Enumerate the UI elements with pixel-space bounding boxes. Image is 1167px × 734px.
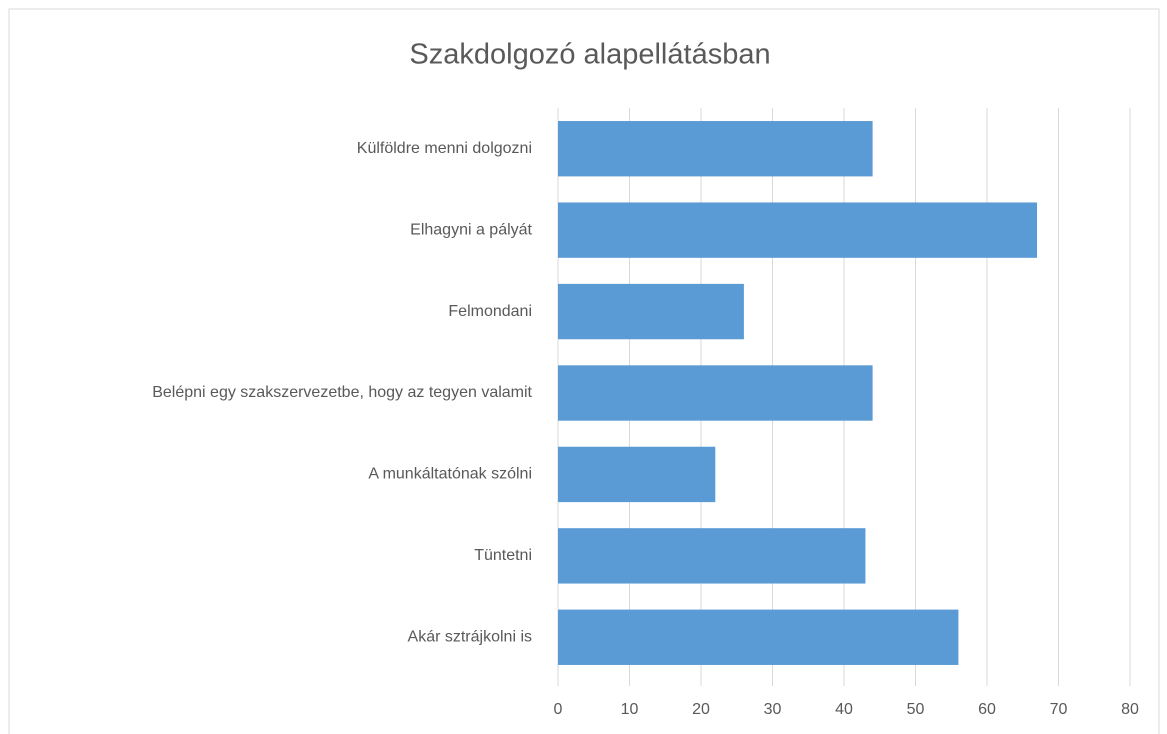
- y-tick-label: Elhagyni a pályát: [410, 221, 532, 238]
- y-tick-label: Akár sztrájkolni is: [408, 629, 532, 646]
- bar: [558, 202, 1038, 258]
- bar: [558, 365, 873, 421]
- y-tick-label: Külföldre menni dolgozni: [357, 140, 532, 157]
- bar: [558, 528, 866, 584]
- y-tick-label: Felmondani: [448, 303, 532, 320]
- bar: [558, 121, 873, 177]
- x-tick-label: 70: [1050, 701, 1068, 718]
- x-tick-label: 0: [554, 701, 563, 718]
- bar: [558, 283, 744, 340]
- x-tick-label: 60: [978, 701, 996, 718]
- y-tick-label: Belépni egy szakszervezetbe, hogy az teg…: [152, 384, 532, 401]
- chart-border: [8, 8, 1160, 734]
- x-tick-label: 10: [621, 701, 639, 718]
- y-tick-label: Tüntetni: [474, 547, 532, 564]
- bar: [558, 446, 716, 503]
- x-tick-label: 50: [907, 701, 925, 718]
- bar: [558, 609, 959, 665]
- y-tick-label: A munkáltatónak szólni: [368, 466, 532, 483]
- x-tick-label: 40: [835, 701, 853, 718]
- x-tick-label: 20: [692, 701, 710, 718]
- x-tick-label: 80: [1121, 701, 1139, 718]
- chart-title: Szakdolgozó alapellátásban: [409, 39, 770, 71]
- x-tick-label: 30: [764, 701, 782, 718]
